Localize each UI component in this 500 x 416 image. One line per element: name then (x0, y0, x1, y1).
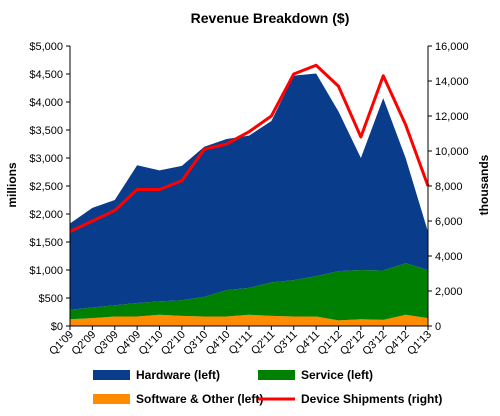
right-tick-label: 0 (435, 321, 441, 333)
left-tick-label: $500 (39, 293, 63, 305)
right-tick-label: 14,000 (435, 76, 469, 88)
legend-label-hardware-left: Hardware (left) (136, 368, 220, 382)
x-tick-label: Q2'12 (338, 329, 367, 358)
left-tick-label: $4,000 (29, 97, 63, 109)
area-hardware-left (70, 73, 428, 310)
left-tick-label: $1,000 (29, 265, 63, 277)
legend-swatch-hardware-left (93, 370, 130, 380)
legend-label-software-other-left: Software & Other (left) (136, 392, 263, 406)
x-tick-label: Q2'10 (159, 329, 188, 358)
x-tick-label: Q4'10 (204, 329, 233, 358)
left-tick-label: $1,500 (29, 237, 63, 249)
x-tick-label: Q4'09 (114, 329, 143, 358)
x-tick-label: Q2'11 (249, 329, 277, 357)
x-tick-label: Q3'10 (181, 329, 210, 358)
legend: Hardware (left) Service (left) Software & … (93, 368, 442, 406)
right-tick-label: 2,000 (435, 286, 463, 298)
x-tick-label: Q3'11 (271, 329, 299, 357)
left-tick-label: $0 (51, 321, 63, 333)
legend-swatch-software-other-left (93, 394, 130, 404)
left-tick-label: $5,000 (29, 41, 63, 53)
chart-title: Revenue Breakdown ($) (191, 10, 350, 26)
x-tick-label: Q2'09 (69, 329, 98, 358)
x-tick-label: Q3'12 (360, 329, 389, 358)
right-tick-label: 8,000 (435, 181, 463, 193)
area-software-other-left (70, 314, 428, 326)
x-tick-label: Q1'13 (405, 329, 434, 358)
left-tick-label: $3,000 (29, 153, 63, 165)
x-tick-label: Q1'12 (316, 329, 345, 358)
legend-label-service-left: Service (left) (301, 368, 373, 382)
area-service-left (70, 263, 428, 321)
line-series (69, 63, 430, 233)
x-tick-label: Q3'09 (92, 329, 121, 358)
right-axis-title: thousands (477, 154, 491, 215)
left-tick-label: $2,000 (29, 209, 63, 221)
line-device-shipments-right (69, 63, 430, 233)
x-tick-label: Q1'11 (227, 329, 255, 357)
left-axis-title: millions (5, 162, 19, 208)
right-tick-label: 10,000 (435, 146, 469, 158)
left-tick-label: $2,500 (29, 181, 63, 193)
left-tick-label: $4,500 (29, 69, 63, 81)
right-tick-label: 4,000 (435, 251, 463, 263)
x-tick-label: Q4'12 (383, 329, 412, 358)
x-tick-label: Q1'10 (137, 329, 166, 358)
right-tick-label: 6,000 (435, 216, 463, 228)
left-tick-label: $3,500 (29, 125, 63, 137)
area-series (70, 73, 428, 326)
right-tick-label: 16,000 (435, 41, 469, 53)
legend-swatch-service-left (258, 370, 295, 380)
right-tick-label: 12,000 (435, 111, 469, 123)
legend-label-device-shipments-right: Device Shipments (right) (301, 392, 442, 406)
